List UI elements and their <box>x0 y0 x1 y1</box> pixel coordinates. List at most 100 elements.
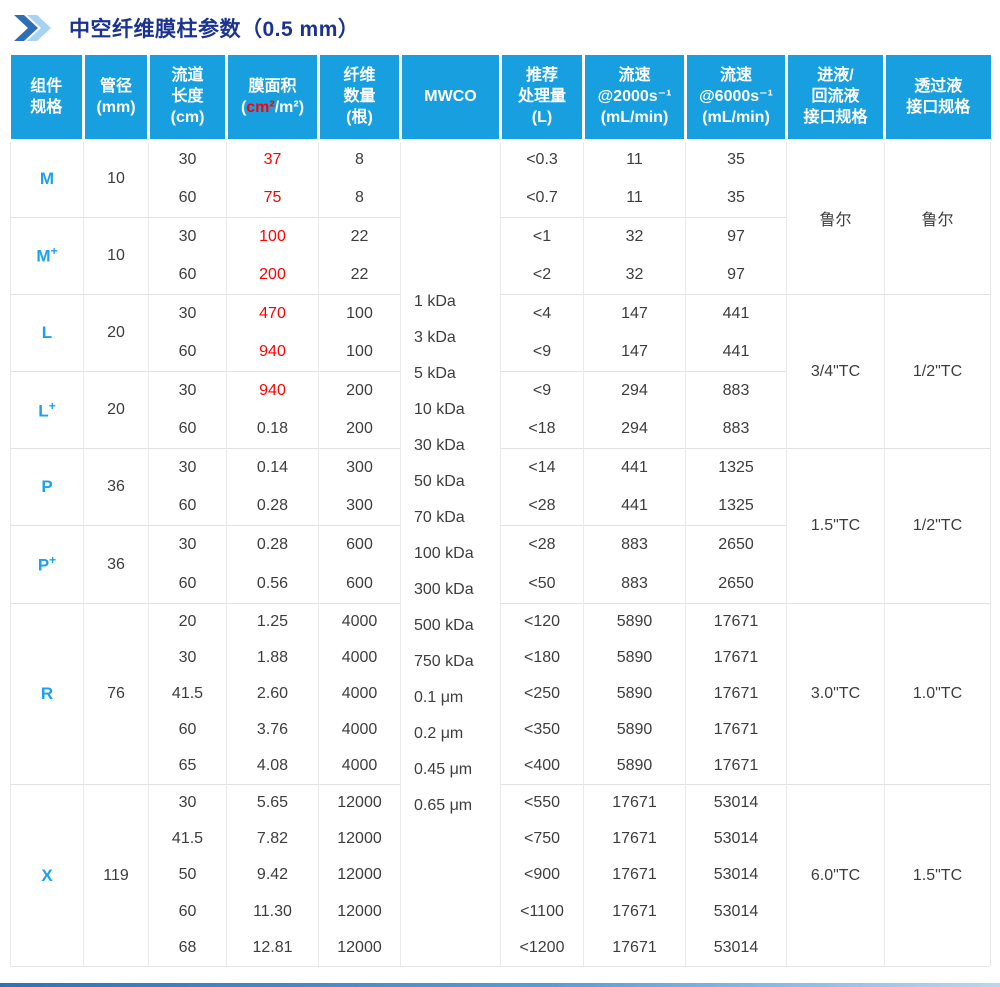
fiber-count-cell: 12000 <box>318 820 401 858</box>
flow-6000-cell: 53014 <box>685 893 787 930</box>
col-header-flow-2000: 流速 @2000s⁻¹ (mL/min) <box>583 55 687 142</box>
col-header-line: 接口规格 <box>906 98 971 116</box>
volume-cell: <1200 <box>500 929 584 967</box>
channel-length-cell: 30 <box>148 140 227 179</box>
col-header-diameter: 管径 (mm) <box>83 55 150 142</box>
flow-2000-cell: 294 <box>583 371 686 411</box>
flow-2000-cell: 294 <box>583 410 686 449</box>
component-cell: P <box>10 448 84 526</box>
flow-6000-cell: 17671 <box>685 675 787 713</box>
col-header-fiber-count: 纤维 数量 (根) <box>318 55 402 142</box>
membrane-area-cell: 0.56 <box>226 564 319 604</box>
table-row: P+ 36 30 0.28 600 <28 883 2650 <box>10 525 991 604</box>
fiber-count-cell: 8 <box>318 140 401 179</box>
col-header-line: (根) <box>346 109 373 127</box>
col-header-line: 流道 <box>171 67 204 85</box>
col-header-line: 接口规格 <box>803 109 868 127</box>
table-row: 60 940 100 <9 147 441 <box>11 332 991 372</box>
channel-length-cell: 60 <box>148 564 227 604</box>
channel-length-cell: 60 <box>148 712 227 749</box>
channel-length-cell: 60 <box>148 332 227 372</box>
unit-open: ( <box>240 98 247 116</box>
volume-cell: <28 <box>500 525 584 565</box>
table-row: M 10 30 37 8 1 kDa 3 kDa 5 kDa 10 kDa 30 kDa 50 kD… <box>10 140 991 967</box>
col-header-line: MWCO <box>424 88 477 106</box>
fiber-count-cell: 300 <box>318 487 401 526</box>
volume-cell: <2 <box>500 255 584 295</box>
fiber-count-cell: 100 <box>318 332 401 372</box>
flow-6000-cell: 1325 <box>685 448 787 488</box>
component-cell: R <box>10 602 84 785</box>
flow-2000-cell: 5890 <box>583 712 686 749</box>
col-header-line: 推荐 <box>525 67 558 85</box>
col-header-line: 透过液 <box>914 77 963 95</box>
channel-length-cell: 60 <box>148 255 227 295</box>
table-row: 60 0.18 200 <18 294 883 <box>11 410 991 449</box>
permeate-interface-cell: 1.5"TC <box>884 784 991 967</box>
flow-6000-cell: 53014 <box>685 929 787 967</box>
membrane-area-cell: 7.82 <box>226 820 319 858</box>
fiber-count-cell: 22 <box>318 255 401 295</box>
volume-cell: <50 <box>500 564 584 604</box>
permeate-interface-cell: 鲁尔 <box>884 140 991 295</box>
volume-cell: <400 <box>500 748 584 785</box>
mwco-value: 10 kDa <box>414 400 465 418</box>
title-row: 中空纤维膜柱参数（0.5 mm） <box>0 0 1000 42</box>
table-row: 60 3.76 4000 <350 5890 17671 <box>11 712 991 749</box>
fiber-count-cell: 4000 <box>318 675 401 713</box>
table-row: 41.5 2.60 4000 <250 5890 17671 <box>11 675 991 713</box>
col-header-line: (L) <box>531 109 553 127</box>
volume-cell: <550 <box>500 784 584 821</box>
volume-cell: <9 <box>500 371 584 411</box>
membrane-area-cell: 200 <box>226 255 319 295</box>
col-header-line: 长度 <box>171 88 204 106</box>
flow-6000-cell: 53014 <box>685 820 787 858</box>
component-label: R <box>40 683 54 703</box>
flow-6000-cell: 441 <box>685 293 787 333</box>
flow-6000-cell: 883 <box>685 410 787 449</box>
membrane-area-cell: 3.76 <box>226 712 319 749</box>
fiber-count-cell: 4000 <box>318 602 401 640</box>
col-header-line: 规格 <box>30 98 63 116</box>
col-header-line: 组件 <box>30 77 63 95</box>
volume-cell: <120 <box>500 602 584 640</box>
component-cell: P+ <box>10 525 84 604</box>
channel-length-cell: 30 <box>148 216 227 256</box>
table-row: R 76 20 1.25 4000 <120 5890 17671 3.0"TC 1.0"TC <box>10 602 991 785</box>
diameter-cell: 20 <box>83 371 149 449</box>
fiber-count-cell: 4000 <box>318 639 401 676</box>
flow-2000-cell: 32 <box>583 216 686 256</box>
mwco-value: 70 kDa <box>414 508 465 526</box>
mwco-list: 1 kDa 3 kDa 5 kDa 10 kDa 30 kDa 50 kDa 70 kDa 1… <box>414 284 500 824</box>
fiber-count-cell: 100 <box>318 293 401 333</box>
fiber-count-cell: 12000 <box>318 893 401 930</box>
unit-rest: /m²) <box>274 98 305 116</box>
mwco-value: 100 kDa <box>414 544 474 562</box>
channel-length-cell: 65 <box>148 748 227 785</box>
flow-6000-cell: 97 <box>685 216 787 256</box>
volume-cell: <9 <box>500 332 584 372</box>
permeate-interface-cell: 1/2"TC <box>884 448 991 604</box>
channel-length-cell: 30 <box>148 293 227 333</box>
volume-cell: <750 <box>500 820 584 858</box>
mwco-value: 750 kDa <box>414 652 474 670</box>
membrane-area-cell: 470 <box>226 293 319 333</box>
permeate-interface-cell: 1/2"TC <box>884 293 991 449</box>
flow-6000-cell: 35 <box>685 178 787 218</box>
flow-6000-cell: 1325 <box>685 487 787 526</box>
component-cell: M+ <box>10 216 84 295</box>
flow-6000-cell: 17671 <box>685 748 787 785</box>
component-label: L <box>41 322 53 342</box>
volume-cell: <1100 <box>500 893 584 930</box>
membrane-area-cell: 0.28 <box>226 487 319 526</box>
flow-2000-cell: 883 <box>583 564 686 604</box>
fiber-count-cell: 4000 <box>318 712 401 749</box>
bottom-gradient-bar <box>0 983 1000 987</box>
flow-2000-cell: 5890 <box>583 639 686 676</box>
flow-2000-cell: 17671 <box>583 784 686 821</box>
mwco-value: 0.1 μm <box>414 688 464 706</box>
diameter-cell: 10 <box>83 216 149 295</box>
membrane-area-cell: 940 <box>226 332 319 372</box>
flow-2000-cell: 5890 <box>583 602 686 640</box>
flow-6000-cell: 441 <box>685 332 787 372</box>
